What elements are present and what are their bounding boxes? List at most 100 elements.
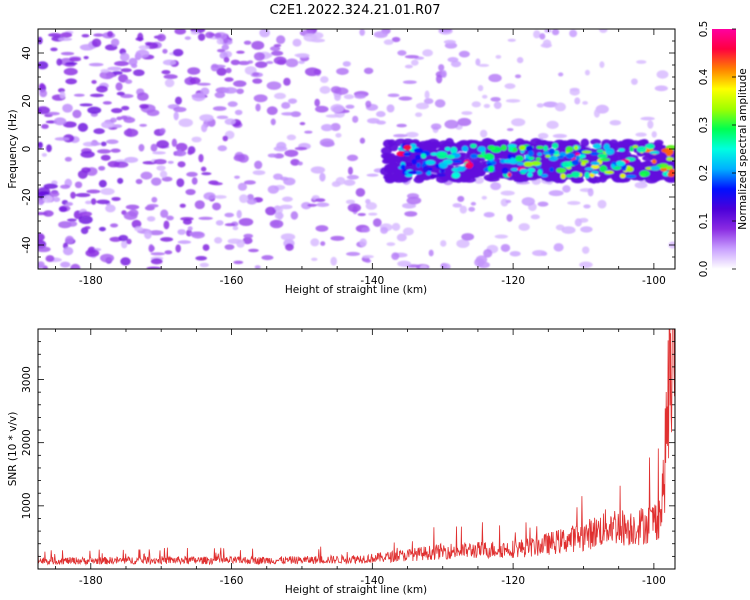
spectrogram-cell: [343, 179, 356, 186]
spectrogram-cell: [247, 194, 254, 201]
spectrogram-cell: [164, 78, 175, 88]
spectrogram-cell: [110, 117, 117, 123]
spectrogram-cell: [537, 169, 543, 176]
spectrogram-cell: [211, 182, 223, 186]
spectrogram-cell: [375, 111, 386, 118]
spectrogram-cell: [140, 171, 153, 180]
spectrogram-cell: [552, 133, 568, 139]
spectrogram-cell: [629, 146, 634, 152]
spectrogram-cell: [212, 202, 222, 211]
spectrogram-cell: [65, 202, 74, 206]
colorbar-tick-label: 0.0: [698, 261, 710, 278]
spectrogram-cell: [62, 246, 74, 256]
spectrogram-y-tick-label: -40: [21, 236, 33, 253]
spectrogram-cell: [171, 138, 177, 148]
spectrogram-x-tick-label: -120: [501, 275, 525, 287]
spectrogram-cell: [483, 249, 493, 258]
spectrogram-cell: [590, 138, 602, 145]
spectrogram-cell: [216, 115, 229, 120]
spectrogram-cell: [151, 177, 162, 186]
spectrogram-cell: [222, 87, 238, 94]
spectrogram-cell: [635, 132, 647, 137]
spectrogram-cell: [285, 58, 299, 68]
spectrogram-cell: [590, 161, 600, 166]
spectrogram-cell: [359, 137, 366, 144]
snr-x-tick-label: -100: [642, 575, 666, 587]
spectrogram-cell: [118, 234, 129, 242]
snr-panel: -180 -160 -140 -120 -100 1000 2000 3000 Height…: [7, 328, 676, 596]
spectrogram-cell: [148, 244, 154, 253]
spectrogram-y-tick-label: -20: [21, 188, 33, 205]
spectrogram-cell: [571, 176, 585, 184]
spectrogram-cell: [53, 196, 61, 202]
spectrogram-cell: [70, 191, 76, 199]
spectrogram-cell: [252, 78, 263, 84]
spectrogram-cell: [187, 67, 201, 75]
spectrogram-cell: [311, 257, 318, 262]
spectrogram-cell: [398, 96, 413, 101]
spectrogram-cell: [125, 204, 140, 210]
spectrogram-cell: [373, 31, 388, 38]
spectrogram-cell: [530, 214, 540, 220]
spectrogram-cell: [131, 219, 142, 229]
spectrogram-cell: [120, 257, 131, 266]
spectrogram-cell: [177, 161, 186, 168]
spectrogram-cell: [636, 60, 647, 64]
colorbar: 0.0 0.1 0.2 0.3 0.4 0.5 Normalized spectral a…: [698, 21, 749, 278]
spectrogram-cell: [367, 117, 380, 124]
spectrogram-cell: [42, 195, 53, 204]
spectrogram-cell: [646, 143, 655, 150]
spectrogram-cell: [475, 58, 481, 66]
spectrogram-cell: [128, 57, 138, 66]
spectrogram-cell: [65, 78, 77, 85]
spectrogram-cell: [402, 80, 417, 84]
spectrogram-cell: [269, 46, 281, 52]
spectrogram-cell: [252, 72, 260, 77]
spectrogram-cell: [654, 139, 664, 146]
spectrogram-cell: [415, 102, 430, 110]
spectrogram-cell: [89, 93, 104, 98]
spectrogram-cell: [569, 29, 578, 38]
spectrogram-cell: [386, 104, 395, 113]
spectrogram-cell: [46, 111, 60, 116]
spectrogram-cell: [615, 160, 626, 167]
spectrogram-cell: [581, 150, 592, 154]
spectrogram-cell: [230, 59, 240, 66]
spectrogram-cell: [562, 185, 571, 193]
spectrogram-cell: [87, 106, 102, 114]
spectrogram-cell: [160, 209, 169, 218]
spectrogram-cell: [582, 101, 588, 105]
spectrogram-cell: [265, 206, 277, 216]
spectrogram-cell: [424, 90, 430, 99]
spectrogram-cell: [100, 188, 115, 196]
spectrogram-cell: [307, 203, 317, 207]
spectrogram-cell: [548, 155, 559, 162]
spectrogram-cell: [109, 223, 119, 228]
spectrogram-cell: [446, 154, 455, 160]
spectrogram-cell: [159, 127, 166, 135]
spectrogram-cell: [203, 192, 216, 201]
spectrogram-cell: [478, 63, 490, 67]
spectrogram-cell: [137, 92, 149, 101]
spectrogram-cell: [251, 40, 265, 50]
spectrogram-cell: [187, 150, 193, 155]
spectrogram-cell: [304, 130, 313, 134]
spectrogram-cell: [551, 29, 560, 36]
spectrogram-cell: [121, 240, 128, 249]
spectrogram-cell: [494, 234, 509, 239]
spectrogram-cell: [237, 182, 248, 191]
spectrogram-cell: [150, 258, 163, 265]
spectrogram-cell: [253, 94, 268, 103]
spectrogram-cell: [41, 124, 49, 129]
snr-background: [38, 329, 675, 569]
spectrogram-cell: [107, 30, 114, 38]
spectrogram-cell: [110, 107, 123, 114]
spectrogram-cell: [150, 252, 166, 256]
spectrogram-cell: [198, 216, 213, 220]
spectrogram-cell: [365, 202, 377, 210]
spectrogram-cell: [490, 182, 502, 191]
spectrogram-cell: [112, 124, 123, 129]
spectrogram-cell: [284, 149, 299, 157]
spectrogram-cell: [176, 178, 185, 188]
spectrogram-cell: [610, 163, 616, 169]
